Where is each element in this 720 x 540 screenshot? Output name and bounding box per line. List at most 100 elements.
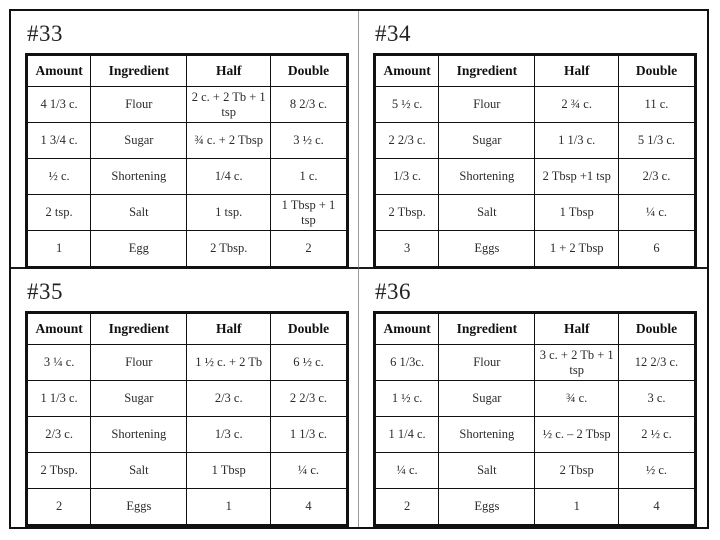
double-cell: ¼ c. — [617, 194, 697, 232]
table-row: 2 Tbsp. Salt 1 Tbsp ¼ c. — [25, 452, 349, 490]
ingredient-cell: Flour — [438, 344, 536, 382]
amount-cell: 4 1/3 c. — [25, 86, 92, 124]
conversion-table: Amount Ingredient Half Double 4 1/3 c. Flour… — [25, 53, 349, 270]
half-cell: 3 c. + 2 Tb + 1 tsp — [534, 344, 619, 382]
column-header-ingredient: Ingredient — [438, 312, 536, 346]
column-header-amount: Amount — [373, 54, 440, 88]
ingredient-cell: Sugar — [90, 122, 188, 160]
half-cell: ¾ c. + 2 Tbsp — [186, 122, 271, 160]
ingredient-cell: Salt — [90, 194, 188, 232]
column-header-double: Double — [617, 312, 697, 346]
table-row: 3 ¼ c. Flour 1 ½ c. + 2 Tb 6 ½ c. — [25, 344, 349, 382]
conversion-table: Amount Ingredient Half Double 5 ½ c. Flour 2 … — [373, 53, 697, 270]
recipe-card-35: #35 Amount Ingredient Half Double 3 ¼ c. Flo… — [11, 269, 359, 528]
double-cell: 2/3 c. — [617, 158, 697, 196]
ingredient-cell: Shortening — [438, 158, 536, 196]
half-cell: 2/3 c. — [186, 380, 271, 418]
half-cell: 2 Tbsp — [534, 452, 619, 490]
recipe-card-34: #34 Amount Ingredient Half Double 5 ½ c. Flo… — [359, 11, 707, 270]
ingredient-cell: Sugar — [90, 380, 188, 418]
amount-cell: 1 ½ c. — [373, 380, 440, 418]
ingredient-cell: Shortening — [90, 158, 188, 196]
double-cell: 5 1/3 c. — [617, 122, 697, 160]
half-cell: 1 ½ c. + 2 Tb — [186, 344, 271, 382]
amount-cell: ¼ c. — [373, 452, 440, 490]
ingredient-cell: Flour — [90, 86, 188, 124]
half-cell: ¾ c. — [534, 380, 619, 418]
double-cell: 4 — [269, 488, 349, 527]
half-cell: 1 — [534, 488, 619, 527]
double-cell: ¼ c. — [269, 452, 349, 490]
column-header-ingredient: Ingredient — [90, 54, 188, 88]
amount-cell: 5 ½ c. — [373, 86, 440, 124]
half-cell: 1 Tbsp — [186, 452, 271, 490]
double-cell: 6 ½ c. — [269, 344, 349, 382]
worksheet-frame: #33 Amount Ingredient Half Double 4 1/3 c. F… — [9, 9, 709, 529]
ingredient-cell: Eggs — [438, 488, 536, 527]
column-header-half: Half — [534, 54, 619, 88]
double-cell: 12 2/3 c. — [617, 344, 697, 382]
amount-cell: 2 Tbsp. — [25, 452, 92, 490]
double-cell: 1 1/3 c. — [269, 416, 349, 454]
recipe-card-36: #36 Amount Ingredient Half Double 6 1/3c. Fl… — [359, 269, 707, 528]
conversion-table: Amount Ingredient Half Double 6 1/3c. Flour 3… — [373, 311, 697, 528]
ingredient-cell: Sugar — [438, 122, 536, 160]
header-row: Amount Ingredient Half Double — [25, 312, 349, 346]
ingredient-cell: Flour — [438, 86, 536, 124]
amount-cell: 2 — [25, 488, 92, 527]
table-row: 1 1/4 c. Shortening ½ c. – 2 Tbsp 2 ½ c. — [373, 416, 697, 454]
amount-cell: 1 1/4 c. — [373, 416, 440, 454]
amount-cell: 2 2/3 c. — [373, 122, 440, 160]
header-row: Amount Ingredient Half Double — [25, 54, 349, 88]
table-row: 3 Eggs 1 + 2 Tbsp 6 — [373, 230, 697, 269]
ingredient-cell: Salt — [438, 452, 536, 490]
double-cell: 1 Tbsp + 1 tsp — [269, 194, 349, 232]
table-row: ½ c. Shortening 1/4 c. 1 c. — [25, 158, 349, 196]
half-cell: 2 ¾ c. — [534, 86, 619, 124]
column-header-double: Double — [269, 312, 349, 346]
double-cell: 3 ½ c. — [269, 122, 349, 160]
conversion-table: Amount Ingredient Half Double 3 ¼ c. Flour 1 … — [25, 311, 349, 528]
ingredient-cell: Eggs — [90, 488, 188, 527]
column-header-amount: Amount — [25, 312, 92, 346]
amount-cell: 3 ¼ c. — [25, 344, 92, 382]
column-header-ingredient: Ingredient — [438, 54, 536, 88]
double-cell: ½ c. — [617, 452, 697, 490]
ingredient-cell: Salt — [438, 194, 536, 232]
amount-cell: 1 — [25, 230, 92, 269]
column-header-amount: Amount — [373, 312, 440, 346]
half-cell: 1 — [186, 488, 271, 527]
ingredient-cell: Egg — [90, 230, 188, 269]
half-cell: 1 1/3 c. — [534, 122, 619, 160]
amount-cell: 2 Tbsp. — [373, 194, 440, 232]
half-cell: 1 Tbsp — [534, 194, 619, 232]
amount-cell: 2/3 c. — [25, 416, 92, 454]
header-row: Amount Ingredient Half Double — [373, 312, 697, 346]
column-header-half: Half — [186, 312, 271, 346]
column-header-double: Double — [269, 54, 349, 88]
double-cell: 2 — [269, 230, 349, 269]
column-header-ingredient: Ingredient — [90, 312, 188, 346]
ingredient-cell: Shortening — [90, 416, 188, 454]
table-row: 1 3/4 c. Sugar ¾ c. + 2 Tbsp 3 ½ c. — [25, 122, 349, 160]
table-row: 2 tsp. Salt 1 tsp. 1 Tbsp + 1 tsp — [25, 194, 349, 232]
double-cell: 2 ½ c. — [617, 416, 697, 454]
header-row: Amount Ingredient Half Double — [373, 54, 697, 88]
table-row: 4 1/3 c. Flour 2 c. + 2 Tb + 1 tsp 8 2/3 c. — [25, 86, 349, 124]
amount-cell: 2 — [373, 488, 440, 527]
half-cell: ½ c. – 2 Tbsp — [534, 416, 619, 454]
amount-cell: 3 — [373, 230, 440, 269]
ingredient-cell: Salt — [90, 452, 188, 490]
recipe-number-title: #36 — [375, 279, 411, 304]
recipe-number-title: #33 — [27, 21, 63, 46]
amount-cell: 1 1/3 c. — [25, 380, 92, 418]
double-cell: 4 — [617, 488, 697, 527]
half-cell: 2 Tbsp. — [186, 230, 271, 269]
double-cell: 1 c. — [269, 158, 349, 196]
column-header-half: Half — [186, 54, 271, 88]
column-header-double: Double — [617, 54, 697, 88]
half-cell: 1/4 c. — [186, 158, 271, 196]
table-row: 2/3 c. Shortening 1/3 c. 1 1/3 c. — [25, 416, 349, 454]
table-row: ¼ c. Salt 2 Tbsp ½ c. — [373, 452, 697, 490]
amount-cell: 6 1/3c. — [373, 344, 440, 382]
